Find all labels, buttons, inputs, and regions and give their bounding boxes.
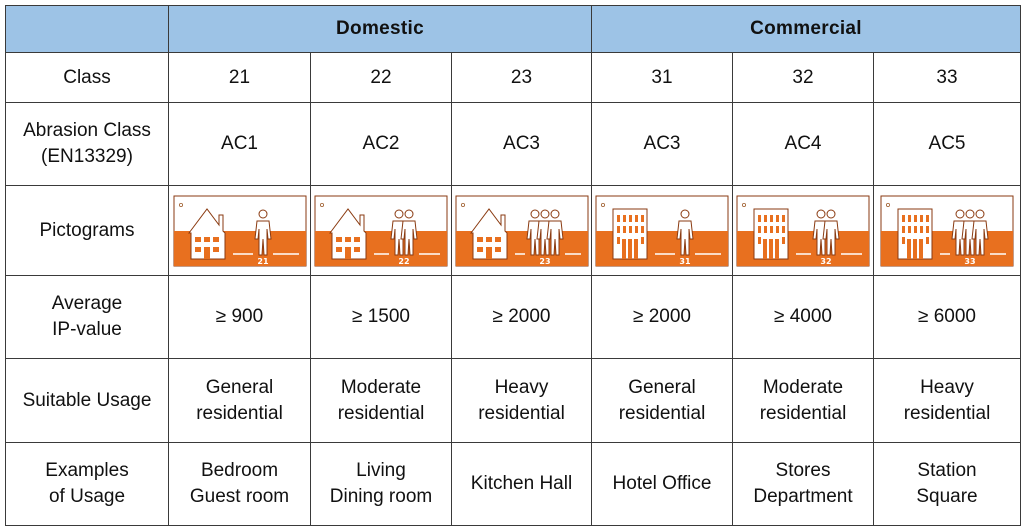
- row-label-class: Class: [5, 52, 169, 103]
- class-value: 22: [310, 52, 452, 103]
- example-value: Living Dining room: [310, 442, 452, 526]
- header-domestic: Domestic: [168, 5, 592, 53]
- usage-line: residential: [903, 402, 991, 424]
- abrasion-label-line2: (EN13329): [41, 146, 133, 167]
- usage-line: General: [628, 376, 696, 398]
- class-value: 31: [591, 52, 733, 103]
- suitable-usage-row: Suitable Usage General residential Modera…: [5, 358, 1021, 443]
- house-two-people-icon: 22: [314, 195, 448, 266]
- example-line: Hotel Office: [612, 473, 712, 494]
- suitable-usage-value: Moderate residential: [732, 358, 874, 443]
- svg-text:31: 31: [679, 257, 691, 266]
- abrasion-value: AC3: [591, 102, 733, 186]
- ip-value: ≥ 1500: [310, 275, 452, 359]
- example-value: Bedroom Guest room: [168, 442, 311, 526]
- ip-value: ≥ 2000: [451, 275, 592, 359]
- example-value: Hotel Office: [591, 442, 733, 526]
- ip-value: ≥ 4000: [732, 275, 874, 359]
- examples-row: Examples of Usage Bedroom Guest room Livin…: [5, 442, 1021, 526]
- pictogram-row: Pictograms 21 2: [5, 185, 1021, 276]
- ip-label-line1: Average: [51, 293, 123, 314]
- pictogram-cell: 22: [310, 185, 452, 276]
- example-value: Stores Department: [732, 442, 874, 526]
- example-line: Station: [917, 460, 977, 481]
- suitable-usage-value: General residential: [591, 358, 733, 443]
- abrasion-value: AC2: [310, 102, 452, 186]
- ip-value: ≥ 900: [168, 275, 311, 359]
- header-blank-cell: [5, 5, 169, 53]
- pictogram-cell: 32: [732, 185, 874, 276]
- example-line: Stores: [775, 460, 831, 481]
- office-two-people-icon: 32: [736, 195, 870, 266]
- usage-line: Heavy: [920, 376, 974, 398]
- row-label-pictograms: Pictograms: [5, 185, 169, 276]
- example-line: Living: [356, 460, 406, 481]
- usage-line: Moderate: [762, 376, 844, 398]
- usage-line: residential: [196, 402, 283, 424]
- abrasion-value: AC4: [732, 102, 874, 186]
- abrasion-value: AC5: [873, 102, 1021, 186]
- pictogram-cell: 31: [591, 185, 733, 276]
- example-line: Kitchen Hall: [470, 473, 573, 494]
- usage-line: General: [205, 376, 274, 398]
- example-line: Bedroom: [200, 460, 279, 481]
- suitable-usage-value: Heavy residential: [451, 358, 592, 443]
- usage-line: residential: [337, 402, 425, 424]
- row-label-abrasion: Abrasion Class (EN13329): [5, 102, 169, 186]
- example-line: Guest room: [189, 486, 290, 507]
- svg-text:33: 33: [964, 257, 975, 266]
- ip-value-row: Average IP-value ≥ 900 ≥ 1500 ≥ 2000 ≥ 20…: [5, 275, 1021, 359]
- ip-label-line2: IP-value: [52, 319, 122, 340]
- abrasion-value: AC3: [451, 102, 592, 186]
- class-row: Class 21 22 23 31 32 33: [5, 52, 1021, 103]
- pictogram-cell: 33: [873, 185, 1021, 276]
- house-three-people-icon: 23: [455, 195, 588, 266]
- usage-line: Heavy: [494, 376, 549, 398]
- ip-value: ≥ 6000: [873, 275, 1021, 359]
- header-commercial: Commercial: [591, 5, 1021, 53]
- row-label-examples: Examples of Usage: [5, 442, 169, 526]
- example-line: Square: [916, 486, 978, 507]
- office-one-person-icon: 31: [595, 195, 729, 266]
- abrasion-class-table: Domestic Commercial Class 21 22 23 31 32…: [5, 5, 1021, 526]
- example-line: Department: [753, 486, 853, 507]
- svg-text:21: 21: [257, 257, 269, 266]
- suitable-usage-value: Heavy residential: [873, 358, 1021, 443]
- pictogram-cell: 21: [168, 185, 311, 276]
- class-value: 21: [168, 52, 311, 103]
- group-header-row: Domestic Commercial: [5, 5, 1021, 53]
- row-label-ip-value: Average IP-value: [5, 275, 169, 359]
- suitable-usage-value: Moderate residential: [310, 358, 452, 443]
- svg-text:22: 22: [398, 257, 409, 266]
- svg-text:32: 32: [820, 257, 831, 266]
- examples-label-line2: of Usage: [48, 486, 126, 507]
- example-line: Dining room: [329, 486, 433, 507]
- abrasion-label-line1: Abrasion Class: [23, 120, 151, 141]
- abrasion-row: Abrasion Class (EN13329) AC1 AC2 AC3 AC3 …: [5, 102, 1021, 186]
- svg-text:23: 23: [539, 257, 550, 266]
- class-value: 32: [732, 52, 874, 103]
- example-value: Station Square: [873, 442, 1021, 526]
- class-value: 33: [873, 52, 1021, 103]
- office-three-people-icon: 33: [880, 195, 1014, 266]
- class-value: 23: [451, 52, 592, 103]
- usage-line: residential: [759, 402, 847, 424]
- pictogram-cell: 23: [451, 185, 592, 276]
- example-value: Kitchen Hall: [451, 442, 592, 526]
- row-label-suitable-usage: Suitable Usage: [5, 358, 169, 443]
- usage-line: residential: [618, 402, 706, 424]
- examples-label-line1: Examples: [45, 460, 129, 481]
- suitable-usage-value: General residential: [168, 358, 311, 443]
- usage-line: Moderate: [340, 376, 422, 398]
- usage-line: residential: [478, 402, 565, 424]
- abrasion-value: AC1: [168, 102, 311, 186]
- ip-value: ≥ 2000: [591, 275, 733, 359]
- house-one-person-icon: 21: [173, 195, 306, 266]
